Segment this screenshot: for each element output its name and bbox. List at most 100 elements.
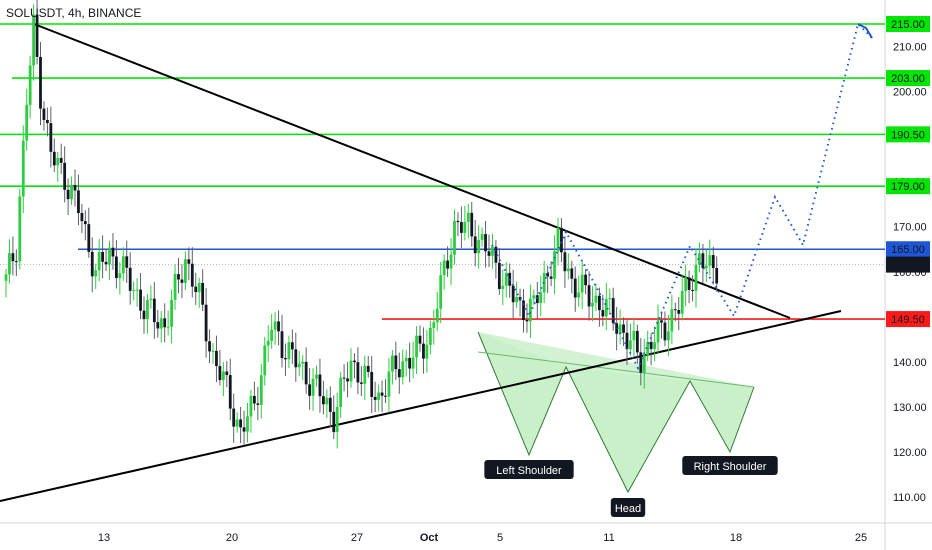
- candle-body: [480, 234, 484, 240]
- candle-body: [580, 274, 584, 293]
- candle-body: [249, 395, 253, 417]
- candle-body: [194, 286, 198, 293]
- candle-body: [63, 162, 67, 190]
- candle-body: [201, 282, 205, 305]
- candle-body: [704, 265, 708, 269]
- candle-body: [4, 274, 8, 281]
- candle-body: [259, 375, 263, 405]
- candle-body: [97, 251, 101, 271]
- candle-body: [449, 254, 453, 269]
- candle-body: [52, 151, 56, 166]
- candle-body: [146, 299, 149, 320]
- candle-body: [353, 360, 356, 363]
- candle-body: [560, 227, 563, 253]
- candle-body: [8, 253, 11, 275]
- candle-body: [190, 263, 194, 287]
- x-tick-label: Oct: [420, 532, 439, 544]
- candle-body: [415, 335, 418, 358]
- candle-body: [90, 251, 94, 277]
- candle-body: [359, 382, 363, 384]
- candle-body: [308, 384, 311, 396]
- candle-body: [446, 260, 449, 269]
- candle-body: [384, 395, 387, 397]
- candle-body: [635, 330, 639, 353]
- last-price-badge: [886, 256, 930, 273]
- candle-body: [497, 262, 501, 289]
- candle-body: [470, 212, 474, 237]
- candle-body: [660, 320, 663, 323]
- candle-body: [270, 329, 274, 341]
- candle-body: [694, 264, 698, 291]
- x-tick-label: 5: [497, 532, 503, 544]
- candle-body: [435, 308, 439, 323]
- candle-body: [656, 320, 660, 343]
- candle-body: [511, 285, 515, 303]
- candle-body: [570, 268, 574, 279]
- candle-body: [370, 371, 374, 397]
- candle-body: [387, 371, 391, 397]
- candle-body: [525, 320, 529, 322]
- candle-body: [639, 352, 643, 373]
- candle-body: [529, 298, 532, 322]
- candle-body: [39, 56, 42, 109]
- price-level-badge-label: 190.50: [891, 129, 925, 141]
- candle-body: [197, 282, 201, 293]
- candle-body: [608, 298, 612, 300]
- candle-body: [21, 140, 25, 197]
- candle-body: [125, 256, 129, 268]
- candle-body: [484, 234, 487, 252]
- candle-body: [301, 361, 305, 364]
- candle-body: [601, 310, 605, 317]
- candle-body: [539, 292, 543, 304]
- projection-arrowhead: [857, 23, 873, 39]
- candle-body: [156, 322, 160, 329]
- candle-body: [11, 253, 15, 262]
- candle-body: [290, 342, 294, 350]
- candle-body: [646, 341, 650, 356]
- candle-body: [667, 331, 670, 341]
- candle-body: [232, 408, 236, 427]
- candle-body: [698, 253, 701, 265]
- candle-body: [563, 252, 567, 272]
- candle-body: [556, 227, 560, 252]
- pattern-label: Right Shoulder: [694, 461, 767, 473]
- candle-body: [649, 341, 653, 350]
- candle-body: [253, 395, 256, 404]
- candle-body: [94, 270, 98, 277]
- pattern-label-box: [484, 460, 574, 479]
- candle-body: [622, 324, 625, 333]
- price-level-badge-label: 165.00: [891, 244, 925, 256]
- candle-body: [456, 220, 460, 223]
- candle-body: [439, 275, 443, 309]
- candle-body: [715, 267, 719, 284]
- candle-body: [532, 295, 536, 299]
- price-level-badge-label: 203.00: [891, 73, 925, 85]
- candle-body: [411, 357, 415, 369]
- projection-path: [491, 22, 873, 371]
- candle-body: [56, 157, 60, 166]
- price-level-badge: [886, 241, 930, 258]
- y-tick-label: 120.00: [893, 447, 927, 459]
- candle-body: [428, 327, 432, 345]
- candle-body: [284, 358, 287, 360]
- candle-body: [322, 396, 325, 405]
- candle-body: [618, 324, 622, 334]
- x-tick-label: 18: [730, 532, 742, 544]
- candle-body: [687, 277, 691, 290]
- y-tick-label: 170.00: [893, 222, 927, 234]
- x-tick-label: 25: [855, 532, 867, 544]
- price-level-badge-label: 149.50: [891, 314, 925, 326]
- candle-body: [256, 403, 260, 405]
- candle-body: [115, 256, 118, 279]
- candle-body: [673, 309, 677, 311]
- candle-body: [187, 259, 191, 264]
- y-tick-label: 110.00: [893, 492, 926, 504]
- candle-body: [273, 321, 277, 330]
- candle-body: [342, 377, 346, 379]
- candle-body: [221, 371, 225, 381]
- candle-body: [135, 289, 139, 291]
- candle-body: [108, 247, 111, 265]
- candle-body: [611, 298, 615, 324]
- chart-title: SOLUSDT, 4h, BINANCE: [6, 6, 142, 20]
- candle-body: [501, 285, 505, 289]
